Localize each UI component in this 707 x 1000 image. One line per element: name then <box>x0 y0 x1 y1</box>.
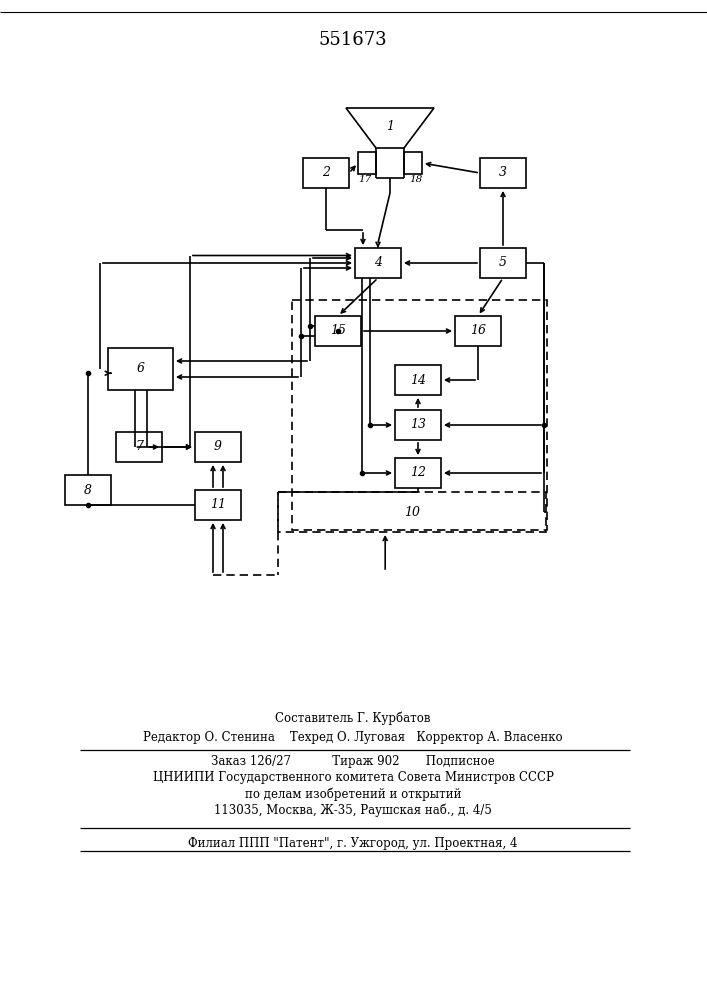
Text: 16: 16 <box>470 324 486 338</box>
Text: 12: 12 <box>410 466 426 480</box>
Bar <box>65 475 111 505</box>
Text: 1: 1 <box>386 119 394 132</box>
Text: 11: 11 <box>210 498 226 512</box>
Bar <box>292 300 547 530</box>
Text: по делам изобретений и открытий: по делам изобретений и открытий <box>245 787 461 801</box>
Text: 13: 13 <box>410 418 426 432</box>
Text: Составитель Г. Курбатов: Составитель Г. Курбатов <box>275 711 431 725</box>
Text: Филиал ППП "Патент", г. Ужгород, ул. Проектная, 4: Филиал ППП "Патент", г. Ужгород, ул. Про… <box>188 836 518 850</box>
Text: 551673: 551673 <box>319 31 387 49</box>
Bar <box>395 458 441 488</box>
Text: 2: 2 <box>322 166 330 180</box>
Bar <box>480 248 526 278</box>
Bar <box>195 490 241 520</box>
Text: Редактор О. Стенина    Техред О. Луговая   Корректор А. Власенко: Редактор О. Стенина Техред О. Луговая Ко… <box>144 732 563 744</box>
Bar <box>108 348 173 390</box>
Text: 14: 14 <box>410 373 426 386</box>
Text: 7: 7 <box>135 440 143 454</box>
Text: 113035, Москва, Ж-35, Раушская наб., д. 4/5: 113035, Москва, Ж-35, Раушская наб., д. … <box>214 803 492 817</box>
Bar <box>195 432 241 462</box>
Text: 6: 6 <box>136 362 144 375</box>
Bar <box>278 492 546 532</box>
Text: 3: 3 <box>499 166 507 180</box>
Text: 15: 15 <box>330 324 346 338</box>
Text: 5: 5 <box>499 256 507 269</box>
Bar <box>404 152 422 174</box>
Text: 10: 10 <box>404 506 420 518</box>
Bar <box>480 158 526 188</box>
Bar <box>355 248 401 278</box>
Text: 9: 9 <box>214 440 222 454</box>
Bar <box>303 158 349 188</box>
Bar <box>358 152 376 174</box>
Text: 4: 4 <box>374 256 382 269</box>
Bar <box>315 316 361 346</box>
Text: ЦНИИПИ Государственного комитета Совета Министров СССР: ЦНИИПИ Государственного комитета Совета … <box>153 772 554 784</box>
Text: 8: 8 <box>84 484 92 496</box>
Text: 17: 17 <box>358 176 372 184</box>
Bar <box>116 432 162 462</box>
Text: 18: 18 <box>409 176 423 184</box>
Bar <box>395 410 441 440</box>
Bar <box>395 365 441 395</box>
Text: Заказ 126/27           Тираж 902       Подписное: Заказ 126/27 Тираж 902 Подписное <box>211 756 495 768</box>
Bar <box>455 316 501 346</box>
